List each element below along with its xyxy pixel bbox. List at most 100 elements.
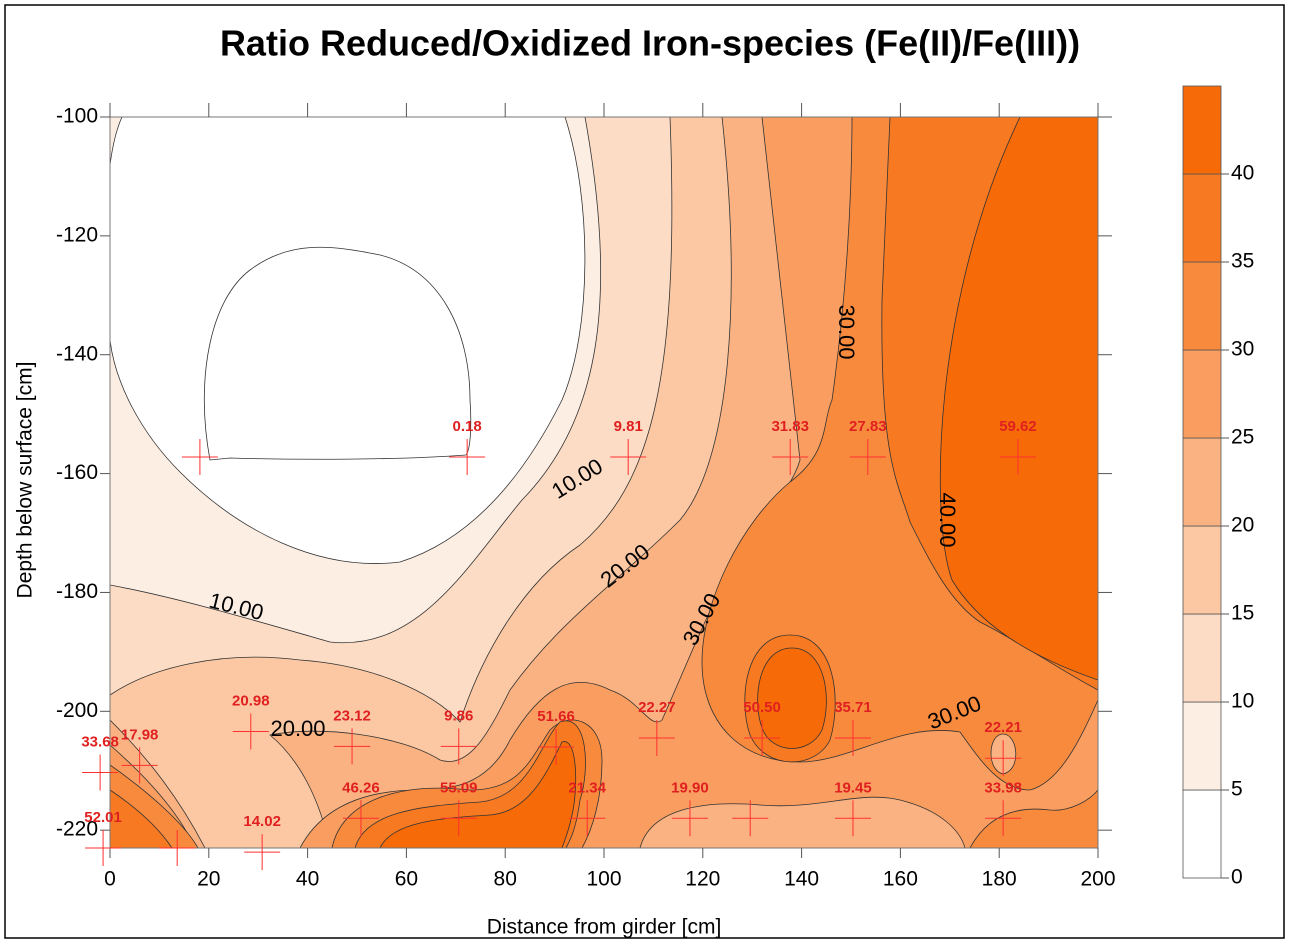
sample-point xyxy=(985,800,1022,837)
colorbar-band xyxy=(1182,173,1222,263)
colorbar-band xyxy=(1182,261,1222,351)
point-label: 35.71 xyxy=(834,699,872,716)
colorbar-band xyxy=(1182,85,1222,175)
contour-region xyxy=(639,796,966,848)
x-tick-label: 20 xyxy=(197,868,220,891)
point-label: 22.27 xyxy=(638,699,676,716)
sample-point xyxy=(985,740,1022,777)
x-tick-label: 120 xyxy=(685,868,720,891)
sample-point xyxy=(334,728,371,765)
x-tick-label: 180 xyxy=(982,868,1017,891)
x-tick-label: 200 xyxy=(1080,868,1115,891)
point-label: 46.26 xyxy=(342,779,380,796)
x-tick-label: 60 xyxy=(395,868,418,891)
overlay: 10.0010.0020.0020.0030.0030.0030.0040.00… xyxy=(56,85,1254,891)
point-label: 55.09 xyxy=(440,779,478,796)
sample-point xyxy=(538,728,575,765)
colorbar-tick-label: 5 xyxy=(1231,778,1243,801)
contour-region xyxy=(110,117,586,564)
colorbar-tick-label: 10 xyxy=(1231,690,1254,713)
colorbar-tick-label: 20 xyxy=(1231,514,1254,537)
point-label: 52.01 xyxy=(84,809,122,826)
point-label: 9.81 xyxy=(614,418,643,435)
point-label: 20.98 xyxy=(232,692,270,709)
x-tick-label: 80 xyxy=(494,868,517,891)
point-label: 23.12 xyxy=(333,707,371,724)
y-tick-label: -220 xyxy=(56,818,98,841)
point-label: 19.90 xyxy=(671,779,709,796)
colorbar-band xyxy=(1182,701,1222,791)
colorbar-band xyxy=(1182,349,1222,439)
y-axis-label: Depth below surface [cm] xyxy=(14,362,37,599)
point-label: 17.98 xyxy=(121,726,159,743)
x-tick-label: 100 xyxy=(586,868,621,891)
x-tick-label: 40 xyxy=(296,868,319,891)
sample-point xyxy=(440,800,477,837)
point-label: 9.86 xyxy=(444,707,473,724)
colorbar-tick-label: 0 xyxy=(1231,866,1243,889)
colorbar-tick-label: 40 xyxy=(1231,162,1254,185)
y-tick-label: -200 xyxy=(56,699,98,722)
colorbar-tick-label: 15 xyxy=(1231,602,1254,625)
sample-point xyxy=(732,800,769,837)
point-label: 21.34 xyxy=(568,779,606,796)
contour-region xyxy=(757,647,827,749)
contour-region xyxy=(379,741,577,848)
y-tick-label: -140 xyxy=(56,342,98,365)
x-tick-label: 140 xyxy=(784,868,819,891)
contour-region xyxy=(939,117,1098,681)
sample-point xyxy=(638,720,675,757)
x-tick-label: 0 xyxy=(104,868,116,891)
sample-point xyxy=(610,438,647,475)
sample-point xyxy=(569,800,606,837)
colorbar-band xyxy=(1182,525,1222,615)
colorbar-tick-label: 35 xyxy=(1231,250,1254,273)
sample-point xyxy=(849,438,886,475)
point-label: 27.83 xyxy=(849,418,887,435)
contour-line xyxy=(203,246,472,461)
point-label: 31.83 xyxy=(771,418,809,435)
sample-point xyxy=(244,834,281,871)
y-tick-label: -180 xyxy=(56,580,98,603)
sample-point xyxy=(232,713,269,750)
point-label: 51.66 xyxy=(537,708,575,725)
sample-point xyxy=(342,800,379,837)
sample-point xyxy=(82,754,119,791)
x-tick-label: 160 xyxy=(883,868,918,891)
sample-point xyxy=(159,830,196,866)
contour-label: 20.00 xyxy=(270,716,325,741)
point-label: 33.68 xyxy=(81,733,119,750)
colorbar-tick-label: 25 xyxy=(1231,426,1254,449)
contour-label: 40.00 xyxy=(935,492,960,547)
point-label: 33.98 xyxy=(984,779,1022,796)
colorbar-band xyxy=(1182,789,1222,879)
sample-point xyxy=(671,800,708,837)
point-label: 19.45 xyxy=(834,779,872,796)
point-label: 0.18 xyxy=(453,418,482,435)
chart-title: Ratio Reduced/Oxidized Iron-species (Fe(… xyxy=(220,23,1080,64)
colorbar-band xyxy=(1182,437,1222,527)
sample-point xyxy=(834,800,871,837)
sample-point xyxy=(121,747,158,784)
sample-point xyxy=(999,438,1036,475)
sample-point xyxy=(772,438,809,475)
sample-point xyxy=(181,438,218,475)
contour-label: 30.00 xyxy=(834,304,859,359)
contour-field xyxy=(110,117,1098,848)
point-label: 59.62 xyxy=(999,418,1037,435)
contour-region xyxy=(969,789,1098,848)
sample-point xyxy=(449,438,486,475)
point-label: 50.50 xyxy=(743,699,781,716)
y-tick-label: -160 xyxy=(56,461,98,484)
y-tick-label: -100 xyxy=(56,105,98,128)
colorbar-tick-label: 30 xyxy=(1231,338,1254,361)
sample-point xyxy=(744,720,781,757)
sample-point xyxy=(440,728,477,765)
point-label: 14.02 xyxy=(243,813,281,830)
colorbar-band xyxy=(1182,613,1222,703)
y-tick-label: -120 xyxy=(56,223,98,246)
sample-point xyxy=(85,830,122,866)
point-label: 22.21 xyxy=(984,719,1022,736)
sample-point xyxy=(834,720,871,757)
